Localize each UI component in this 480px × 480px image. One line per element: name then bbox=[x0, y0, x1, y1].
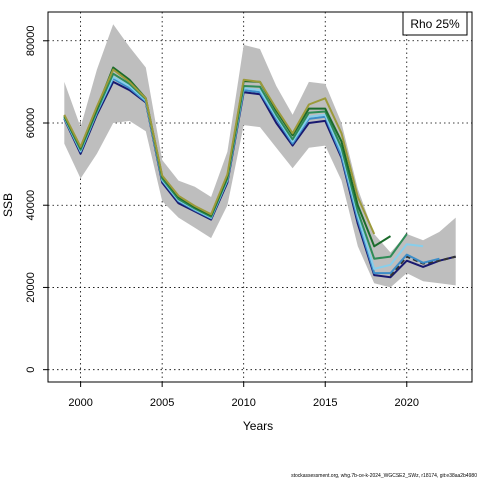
series-line-1 bbox=[63, 80, 456, 279]
y-tick-label: 60000 bbox=[25, 108, 37, 139]
y-axis-title: SSB bbox=[1, 193, 15, 217]
x-tick-label: 2005 bbox=[150, 397, 174, 409]
series-line-3 bbox=[63, 77, 440, 275]
x-tick-label: 2015 bbox=[313, 397, 337, 409]
legend-label: Rho 25% bbox=[410, 17, 460, 31]
series-layer bbox=[63, 66, 456, 279]
plot-frame bbox=[47, 11, 473, 383]
legend: Rho 25% bbox=[402, 11, 468, 36]
y-tick-label: 20000 bbox=[25, 272, 37, 303]
x-tick-label: 2010 bbox=[231, 397, 255, 409]
y-tick-label: 40000 bbox=[25, 190, 37, 221]
footer-text: stockassessment.org, whg.7b-ce-k-2024_WG… bbox=[291, 473, 477, 479]
x-axis-title: Years bbox=[243, 419, 273, 433]
y-tick-label: 0 bbox=[25, 367, 37, 373]
x-tick-label: 2020 bbox=[395, 397, 419, 409]
axes-layer: 2000 2005 2010 2015 2020 0 20000 40000 60000 8000… bbox=[25, 11, 473, 409]
series-line-7 bbox=[63, 68, 376, 235]
x-tick-label: 2000 bbox=[68, 397, 92, 409]
y-tick-label: 80000 bbox=[25, 25, 37, 56]
legend-box bbox=[402, 11, 468, 36]
